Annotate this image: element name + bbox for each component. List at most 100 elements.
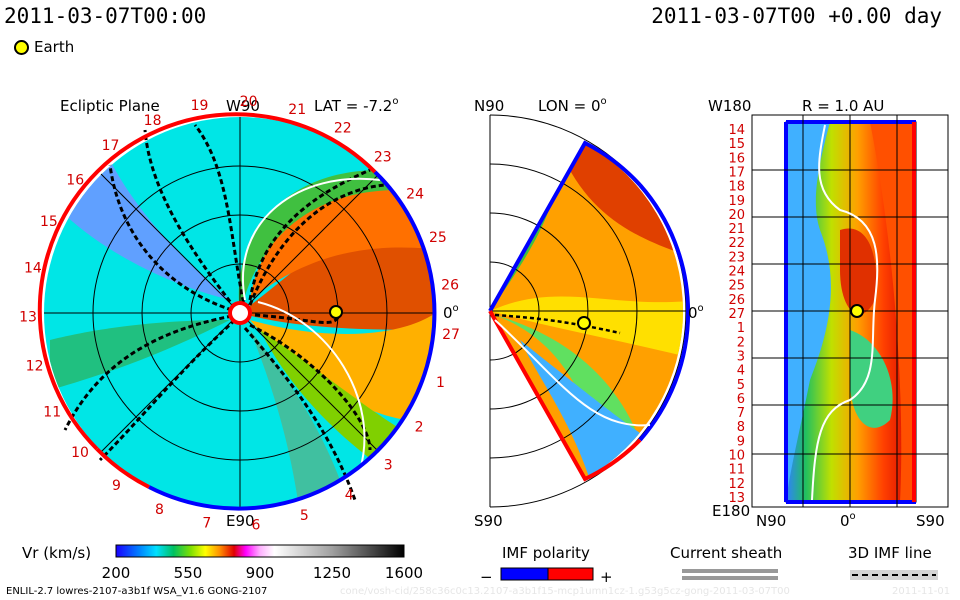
carrington-label: 22 [334,121,352,137]
colorbar-tick-label: 1600 [385,564,423,582]
carrington-label: 14 [24,261,42,277]
radial-bottom-left-label: E180 [712,502,750,520]
radial-row-label: 5 [737,378,745,393]
ecliptic-border-positive [37,112,377,451]
radial-row-label: 23 [728,250,745,265]
carrington-label: 26 [441,278,459,294]
radial-row-label: 22 [728,236,745,251]
ecliptic-current-sheath [257,301,366,471]
current-sheath-swatch-1 [682,569,778,573]
radial-earth-marker [850,304,864,318]
ecliptic-current-sheath-2 [242,177,381,301]
radial-row-label: 7 [737,406,745,421]
radial-row-label: 8 [737,420,745,435]
footer-model-info: ENLIL-2.7 lowres-2107-a3b1f WSA_V1.6 GON… [6,586,268,597]
current-sheath-legend: Current sheath [670,544,782,580]
carrington-label: 10 [71,445,89,461]
carrington-label: 6 [252,517,261,533]
radial-row-label: 15 [728,137,745,152]
carrington-label: 23 [374,149,392,165]
radial-row-label: 20 [728,208,745,223]
carrington-label: 15 [40,214,58,230]
radial-title: R = 1.0 AU [802,97,884,115]
meridional-heatmap [490,143,683,479]
colorbar-ticks: 200 550 900 1250 1600 [102,564,423,582]
carrington-label: 3 [384,458,393,474]
colorbar-tick-label: 550 [174,564,203,582]
carrington-label: 5 [300,508,309,524]
imf-polarity-minus: − [480,568,493,586]
imf-polarity-positive-swatch [547,567,594,581]
carrington-label: 7 [202,515,211,531]
earth-legend: Earth [14,38,74,56]
radial-row-label: 27 [728,307,745,322]
radial-row-label: 25 [728,279,745,294]
carrington-label: 2 [415,419,424,435]
radial-row-label: 3 [737,350,745,365]
meridional-border-negative [488,140,642,312]
radial-row-label: 2 [737,335,745,350]
watermark-right: 2011-11-01 [892,586,951,597]
ecliptic-earth-marker [329,305,343,319]
radial-top-left-label: W180 [708,97,751,115]
current-sheath-title: Current sheath [670,544,782,562]
radial-row-label: 18 [728,180,745,195]
radial-row-label: 4 [737,364,745,379]
radial-row-label: 6 [737,392,745,407]
header-right-timestamp: 2011-03-07T00 +0.00 day [651,4,942,28]
ecliptic-border-positive-2 [95,447,150,489]
colorbar-tick-label: 900 [246,564,275,582]
ecliptic-title: Ecliptic Plane [60,97,160,115]
carrington-label: 12 [26,359,44,375]
current-sheath-swatch-2 [682,576,778,580]
radial-row-label: 17 [728,166,745,181]
imf-polarity-title: IMF polarity [502,544,590,562]
imf-line-legend: 3D IMF line [848,544,938,580]
meridional-lon-label: LON = 0o [538,96,607,115]
meridional-right-label: 0o [688,303,704,322]
ecliptic-top-label: W90 [226,97,260,115]
radial-bottom-s-label: S90 [916,512,945,530]
radial-row-label: 19 [728,194,745,209]
radial-row-label: 12 [728,477,745,492]
carrington-label: 1 [436,375,445,391]
carrington-label: 9 [112,478,121,494]
meridional-border-positive [488,310,642,482]
watermark: cone/vosh-cid/258c36c0c13.2107-a3b1f15-m… [340,586,790,597]
meridional-top-left-label: N90 [474,97,504,115]
radial-row-label: 21 [728,222,745,237]
colorbar-gradient [115,544,405,558]
carrington-label: 18 [144,113,162,129]
ecliptic-imf-lines [63,124,386,501]
meridional-bottom-label: S90 [474,512,503,530]
meridional-imf-line [494,313,621,335]
ecliptic-lat-label: LAT = -7.2o [314,96,398,115]
radial-row-label: 1 [737,321,745,336]
imf-line-title: 3D IMF line [848,544,932,562]
earth-legend-icon [14,39,29,55]
radial-row-label: 11 [728,463,745,478]
carrington-label: 19 [191,98,209,114]
carrington-label: 16 [66,173,84,189]
radial-panel: W180 R = 1.0 AU E180 N90 0o S90 14151617… [708,97,949,530]
header-left-timestamp: 2011-03-07T00:00 [4,4,207,28]
ecliptic-border-negative [148,170,437,511]
radial-row-label: 24 [728,265,745,280]
imf-polarity-plus: + [600,568,613,586]
colorbar-tick-label: 200 [102,564,131,582]
ecliptic-bottom-label: E90 [226,512,255,530]
radial-row-label: 26 [728,293,745,308]
colorbar: Vr (km/s) 200 550 900 1250 1600 [22,544,423,582]
ecliptic-right-label: 0o [443,303,459,322]
radial-current-sheath [811,124,879,501]
radial-row-label: 10 [728,449,745,464]
radial-row-label: 13 [728,491,745,506]
carrington-label: 20 [240,94,258,110]
radial-bottom-mid-label: 0o [840,511,856,530]
carrington-label: 27 [442,327,460,343]
carrington-label: 17 [102,138,120,154]
ecliptic-panel: Ecliptic Plane W90 LAT = -7.2o 0o E90 19… [19,94,460,533]
carrington-label: 4 [345,488,354,504]
meridional-earth-marker [577,316,591,330]
earth-legend-label: Earth [34,38,75,56]
